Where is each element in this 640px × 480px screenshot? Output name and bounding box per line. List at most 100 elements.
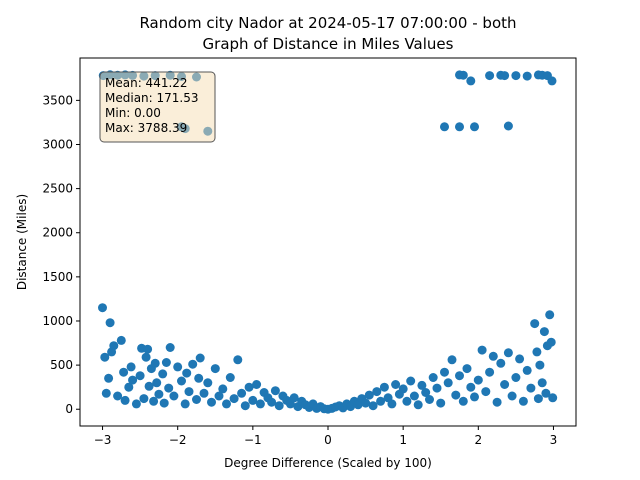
data-point — [222, 399, 231, 409]
x-tick-label: −1 — [244, 433, 262, 447]
data-point — [267, 397, 277, 407]
data-point — [376, 396, 386, 406]
data-point — [195, 353, 205, 363]
stats-max: Max: 3788.39 — [105, 121, 187, 135]
data-point — [485, 367, 495, 377]
data-point — [507, 391, 517, 401]
data-point — [443, 378, 453, 388]
data-point — [188, 359, 198, 369]
stats-mean: Mean: 441.22 — [105, 76, 188, 90]
data-point — [203, 378, 213, 388]
data-point — [503, 121, 513, 131]
data-point — [425, 395, 434, 404]
y-tick-label: 0 — [65, 402, 73, 416]
data-point — [391, 380, 401, 389]
data-point — [455, 371, 464, 381]
data-point — [402, 396, 412, 406]
data-point — [462, 364, 472, 374]
data-point — [548, 393, 558, 403]
data-point — [252, 380, 262, 389]
y-tick-label: 2500 — [42, 182, 73, 196]
stats-min: Min: 0.00 — [105, 106, 161, 120]
data-point — [436, 398, 446, 408]
data-point — [364, 390, 374, 400]
stats-box: Mean: 441.22 Median: 171.53 Min: 0.00 Ma… — [99, 71, 216, 143]
data-point — [466, 382, 476, 392]
y-tick-label: 3500 — [42, 93, 73, 107]
data-point — [180, 399, 190, 409]
data-point — [432, 383, 442, 393]
data-point — [141, 352, 151, 362]
data-point — [500, 71, 510, 81]
data-point — [240, 401, 250, 411]
data-point — [214, 391, 224, 401]
y-tick-label: 2000 — [42, 226, 73, 240]
data-point — [398, 384, 408, 394]
chart-title-line1: Random city Nador at 2024-05-17 07:00:00… — [139, 14, 516, 32]
data-point — [458, 396, 468, 406]
data-point — [481, 387, 491, 397]
data-point — [372, 387, 382, 397]
data-point — [119, 367, 129, 377]
data-point — [289, 393, 299, 403]
data-point — [539, 327, 549, 337]
data-point — [248, 395, 258, 405]
data-point — [535, 360, 545, 370]
data-point — [152, 378, 162, 388]
x-tick-label: 2 — [474, 433, 482, 447]
data-point — [492, 397, 502, 407]
data-point — [440, 367, 449, 377]
data-point — [182, 368, 192, 378]
data-point — [417, 380, 427, 390]
data-point — [503, 348, 513, 358]
data-point — [451, 390, 461, 400]
data-point — [458, 70, 468, 80]
data-point — [244, 382, 254, 392]
data-point — [158, 369, 168, 379]
data-point — [98, 303, 107, 313]
data-point — [229, 394, 239, 404]
data-point — [100, 352, 110, 362]
data-point — [406, 376, 416, 386]
data-point — [518, 396, 528, 406]
data-point — [455, 122, 464, 132]
data-point — [113, 391, 123, 401]
data-point — [428, 373, 438, 382]
data-point — [473, 375, 483, 385]
data-point — [105, 318, 115, 328]
data-point — [532, 347, 542, 357]
data-point — [533, 394, 543, 404]
data-point — [515, 354, 525, 364]
data-point — [169, 391, 179, 401]
data-point — [511, 71, 521, 81]
data-point — [164, 383, 174, 393]
data-point — [109, 341, 119, 351]
data-point — [225, 373, 235, 382]
data-point — [511, 373, 521, 382]
data-point — [237, 388, 247, 398]
data-point — [143, 344, 153, 354]
data-point — [522, 71, 532, 81]
data-point — [274, 401, 284, 411]
x-tick-label: −2 — [169, 433, 187, 447]
x-tick-label: 3 — [550, 433, 558, 447]
data-point — [144, 381, 154, 391]
data-point — [210, 364, 220, 374]
data-point — [477, 345, 487, 355]
data-point — [154, 389, 164, 399]
data-point — [233, 355, 243, 365]
data-point — [270, 386, 280, 396]
y-axis-ticks: 0 500 1000 1500 2000 2500 3000 3500 — [42, 93, 80, 416]
data-point — [440, 122, 449, 132]
data-point — [485, 71, 495, 81]
data-point — [530, 319, 540, 329]
data-point — [207, 397, 216, 407]
y-tick-label: 1000 — [42, 314, 73, 328]
data-point — [546, 337, 556, 347]
data-point — [470, 392, 479, 402]
data-point — [361, 398, 371, 408]
data-point — [522, 365, 532, 375]
x-axis-ticks: −3 −2 −1 0 1 2 3 — [94, 426, 558, 447]
data-point — [413, 400, 423, 410]
